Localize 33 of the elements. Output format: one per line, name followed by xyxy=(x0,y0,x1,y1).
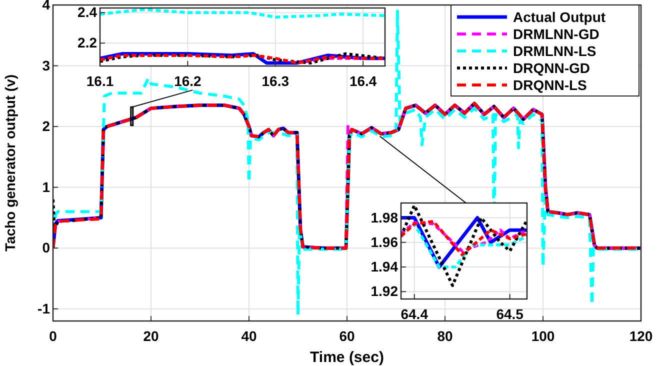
x-tick-label: 120 xyxy=(629,328,653,344)
x-tick-label: 64.4 xyxy=(400,306,428,322)
x-tick-label: 64.5 xyxy=(496,306,524,322)
y-tick-label: 1.96 xyxy=(370,234,398,250)
legend-label: Actual Output xyxy=(513,9,606,25)
x-tick-label: 80 xyxy=(437,328,453,344)
legend-label: DRMLNN-LS xyxy=(513,43,596,59)
x-tick-label: 16.4 xyxy=(349,73,377,89)
y-tick-label: 3 xyxy=(42,57,50,74)
y-tick-label: 2 xyxy=(42,118,50,134)
x-tick-label: 60 xyxy=(339,328,355,344)
y-tick-label: 2.2 xyxy=(78,34,98,51)
y-tick-label: 1.98 xyxy=(370,209,398,226)
legend-label: DRMLNN-GD xyxy=(513,26,600,42)
x-tick-label: 20 xyxy=(143,328,159,344)
line-series xyxy=(401,204,527,287)
x-tick-label: 16.1 xyxy=(86,73,114,89)
y-tick-label: 2.4 xyxy=(78,4,98,20)
legend-label: DRQNN-LS xyxy=(513,77,587,93)
x-tick-label: 16.3 xyxy=(262,73,290,89)
y-tick-label: 4 xyxy=(42,0,50,12)
line-series xyxy=(100,8,385,19)
x-tick-label: 16.2 xyxy=(174,73,202,89)
x-tick-label: 100 xyxy=(531,328,555,344)
y-tick-label: 1 xyxy=(42,178,50,195)
y-tick-label: 0 xyxy=(42,240,50,256)
y-axis-title: Tacho generator output (v) xyxy=(2,74,18,252)
legend-label: DRQNN-GD xyxy=(513,60,590,76)
x-axis-title: Time (sec) xyxy=(310,349,384,366)
y-tick-label: 1.94 xyxy=(370,258,398,274)
y-tick-label: 1.92 xyxy=(370,283,398,300)
y-tick-label: -1 xyxy=(38,300,50,316)
x-tick-label: 40 xyxy=(241,328,257,344)
